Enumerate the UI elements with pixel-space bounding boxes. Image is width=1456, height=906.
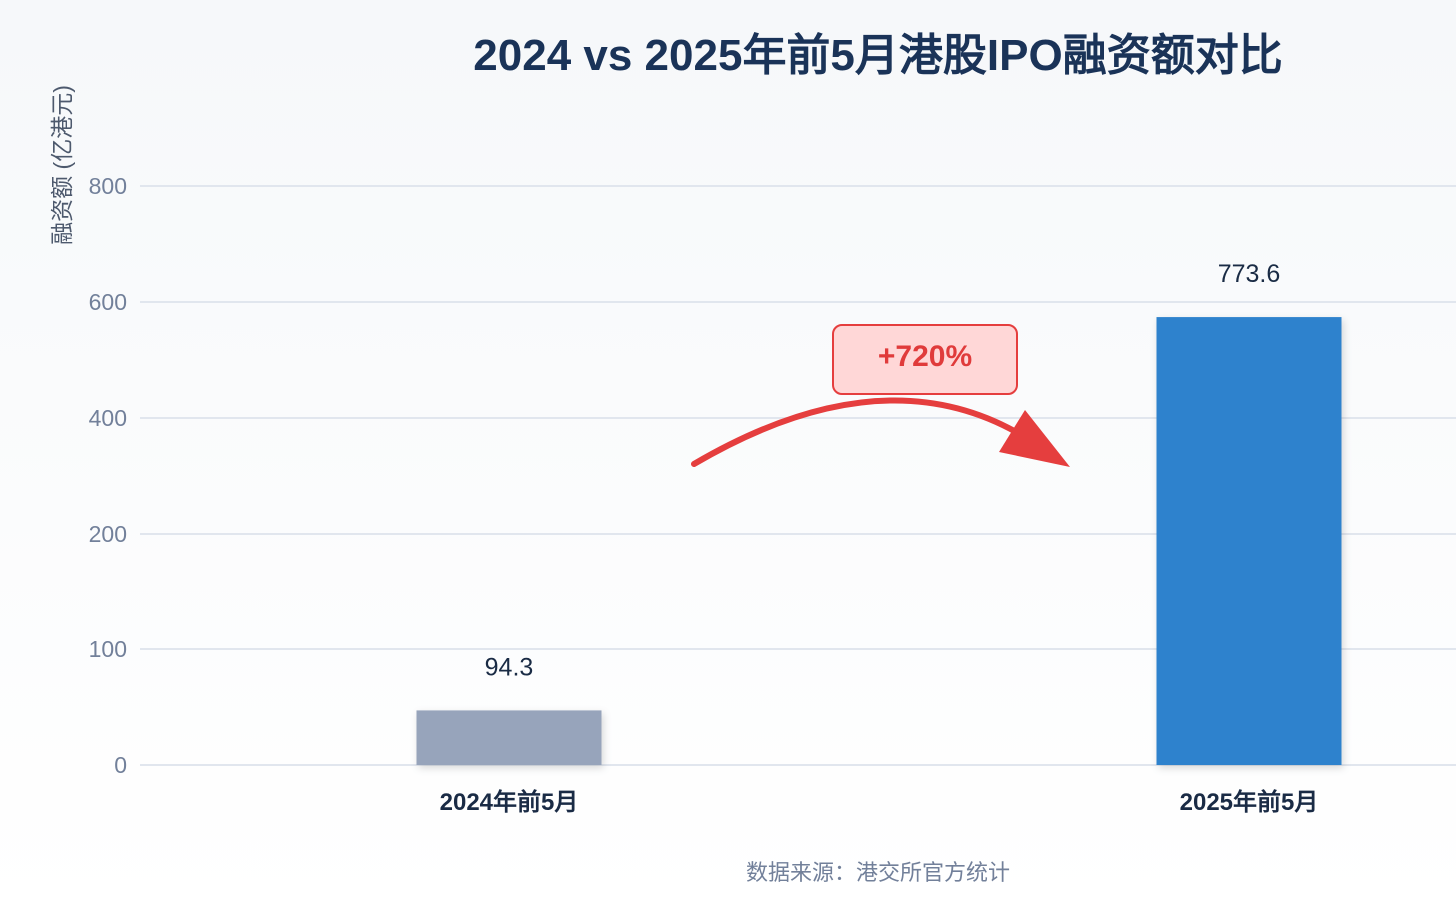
source-note: 数据来源：港交所官方统计 bbox=[746, 860, 1010, 885]
chart-title: 2024 vs 2025年前5月港股IPO融资额对比 bbox=[473, 31, 1282, 80]
y-tick-label: 600 bbox=[89, 289, 127, 315]
y-tick-label: 800 bbox=[89, 173, 127, 199]
bar bbox=[416, 710, 602, 765]
growth-badge-text: +720% bbox=[878, 340, 972, 373]
growth-arrowhead bbox=[999, 410, 1070, 467]
y-tick-label: 0 bbox=[114, 752, 127, 778]
bar-layer bbox=[416, 317, 1342, 765]
x-axis: 2024年前5月 2025年前5月 bbox=[440, 788, 1319, 816]
y-tick-label: 200 bbox=[89, 521, 127, 547]
bar bbox=[1156, 317, 1342, 765]
growth-annotation: +720% bbox=[691, 324, 1070, 467]
growth-arrow-curve bbox=[691, 397, 1021, 467]
data-label: 773.6 bbox=[1218, 260, 1281, 288]
x-tick-label: 2025年前5月 bbox=[1180, 788, 1319, 816]
x-tick-label: 2024年前5月 bbox=[440, 788, 579, 816]
data-label: 94.3 bbox=[485, 653, 534, 681]
y-tick-label: 400 bbox=[89, 405, 127, 431]
y-tick-label: 100 bbox=[89, 636, 127, 662]
y-axis: 0 100 200 400 600 800 bbox=[89, 173, 127, 778]
data-labels: 94.3 773.6 bbox=[485, 260, 1281, 681]
y-axis-label: 融资额 (亿港元) bbox=[49, 85, 75, 245]
growth-badge bbox=[832, 324, 1018, 395]
